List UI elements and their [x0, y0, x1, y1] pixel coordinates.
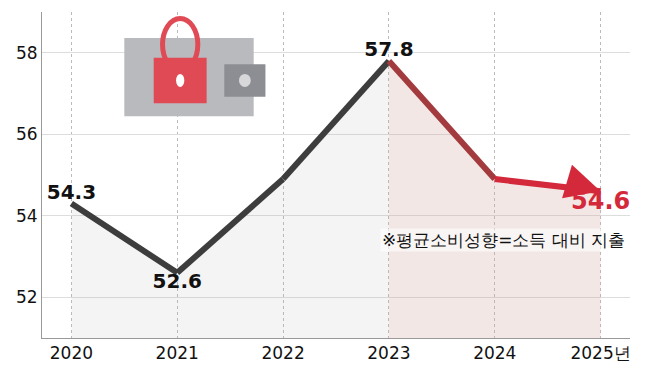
svg-text:54.6: 54.6: [571, 187, 630, 215]
svg-text:54.3: 54.3: [47, 180, 96, 204]
svg-text:2021: 2021: [156, 343, 199, 363]
svg-text:2023: 2023: [367, 343, 410, 363]
svg-text:57.8: 57.8: [364, 37, 413, 61]
svg-text:52.6: 52.6: [153, 269, 202, 293]
svg-text:2025년: 2025년: [570, 343, 630, 363]
svg-text:56: 56: [16, 124, 38, 144]
svg-text:54: 54: [16, 206, 38, 226]
svg-text:2024: 2024: [473, 343, 516, 363]
svg-text:52: 52: [16, 287, 38, 307]
svg-text:※평균소비성향=소득 대비 지출: ※평균소비성향=소득 대비 지출: [382, 230, 625, 250]
svg-text:2022: 2022: [261, 343, 304, 363]
svg-text:58: 58: [16, 43, 38, 63]
svg-text:2020: 2020: [50, 343, 93, 363]
